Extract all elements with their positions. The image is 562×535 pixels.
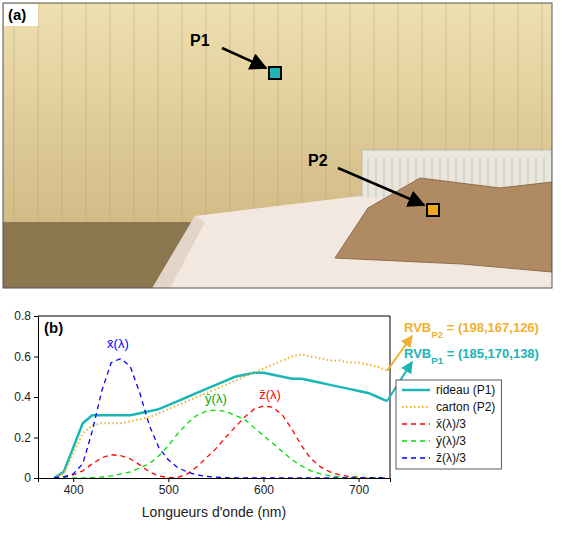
point-marker [269, 67, 281, 79]
rgb-subscript: P1 [431, 355, 444, 366]
legend-swatch [402, 440, 430, 441]
legend-swatch [402, 406, 430, 408]
chart-panel: 400 500 600 700 0 0.2 0.4 0.6 0.8 Longueurs d'ond… [14, 309, 539, 520]
y-tick-mark [34, 316, 38, 317]
legend-swatch [402, 457, 430, 458]
y-tick-label: 0.8 [14, 309, 31, 323]
legend-swatch [402, 389, 430, 392]
plot-background [38, 316, 390, 478]
legend-label: ȳ(λ)/3 [436, 434, 466, 448]
curtain-slat [350, 3, 351, 225]
x-tick: 600 [254, 478, 274, 497]
series-lines [54, 354, 387, 478]
curve-label: x̄(λ) [107, 336, 129, 351]
point-label: P2 [308, 152, 328, 169]
legend-label: x̄(λ)/3 [436, 417, 466, 431]
curtain-slat [62, 3, 63, 225]
curtain-slat [14, 3, 15, 225]
y-tick: 0.8 [14, 309, 38, 323]
legend-label: z̄(λ)/3 [436, 451, 466, 465]
rgb-label: RVB [404, 346, 431, 361]
curve-label: ȳ(λ) [205, 391, 227, 406]
series-line [54, 359, 387, 478]
series-line [54, 373, 387, 478]
y-tick-label: 0.4 [14, 390, 31, 404]
pointer-arrow [338, 168, 424, 205]
curtain-slat [254, 3, 255, 225]
rgb-annotation: RVBP1 = (185,170,138) [404, 346, 539, 366]
plot-frame-top [38, 316, 390, 317]
curtain-slat [158, 3, 159, 225]
y-tick-mark [34, 357, 38, 358]
curtain-slat [278, 3, 279, 225]
table-edge [150, 216, 205, 288]
point-marker [427, 204, 439, 216]
rgb-value: = (198,167,126) [443, 320, 539, 335]
curtain-slat [182, 3, 183, 225]
y-tick-mark [34, 438, 38, 439]
y-tick-mark [34, 478, 38, 479]
y-axis-line [34, 317, 39, 479]
y-tick-label: 0 [24, 471, 31, 485]
pointer-arrow [222, 48, 266, 68]
x-tick-mark [168, 478, 169, 482]
x-tick-mark [359, 478, 360, 482]
legend-label: rideau (P1) [436, 383, 495, 397]
x-tick: 700 [349, 478, 369, 497]
rgb-value: = (185,170,138) [443, 346, 539, 361]
curtain-slat [134, 3, 135, 225]
series-line [54, 410, 387, 478]
x-tick-label: 400 [64, 483, 84, 497]
curve-label: z̄(λ) [259, 387, 281, 402]
series-line [54, 354, 387, 478]
curtain-slat [110, 3, 111, 225]
curtain-slat [326, 3, 327, 225]
x-tick-label: 500 [159, 483, 179, 497]
photo-frame [3, 3, 552, 288]
x-axis: 400 500 600 700 [39, 478, 391, 497]
y-tick-label: 0.6 [14, 350, 31, 364]
legend-box [396, 380, 501, 469]
legend-swatch [402, 423, 430, 424]
photo-scene [3, 3, 552, 288]
rgb-subscript: P2 [431, 329, 444, 340]
panel-label: (a) [8, 6, 26, 23]
panel-label: (b) [44, 319, 63, 336]
curtain-slat [302, 3, 303, 225]
x-tick-mark [263, 478, 264, 482]
curtain-slat [38, 3, 39, 225]
x-tick: 400 [64, 478, 84, 497]
x-tick-label: 600 [254, 483, 274, 497]
y-tick-label: 0.2 [14, 431, 31, 445]
cardboard [335, 178, 552, 272]
page: P1 P2 (a) 400 500 600 700 0 0.2 0.4 0.6 0.8 Longueur… [0, 0, 562, 535]
photo-panel: P1 P2 (a) [3, 3, 552, 292]
y-tick: 0.6 [14, 350, 38, 364]
x-tick-mark [73, 478, 74, 482]
x-tick-label: 700 [349, 483, 369, 497]
x-axis-line [39, 479, 391, 483]
x-axis-title: Longueurs d'onde (nm) [142, 504, 286, 520]
legend-label: carton (P2) [436, 400, 495, 414]
y-tick: 0 [24, 471, 38, 485]
y-axis: 0 0.2 0.4 0.6 0.8 [14, 309, 38, 485]
curtain-slat [230, 3, 231, 225]
panel-label-bg [4, 4, 38, 26]
y-tick: 0.4 [14, 390, 38, 404]
y-tick-mark [34, 397, 38, 398]
panel-label-bg [42, 318, 65, 337]
point-label: P1 [190, 32, 210, 49]
figure: P1 P2 (a) 400 500 600 700 0 0.2 0.4 0.6 0.8 Longueur… [0, 0, 562, 535]
x-tick: 500 [159, 478, 179, 497]
legend: rideau (P1) carton (P2) x̄(λ)/3 ȳ(λ)/3 z̄(λ)… [396, 380, 501, 469]
y-tick: 0.2 [14, 431, 38, 445]
rgb-annotation: RVBP2 = (198,167,126) [404, 320, 539, 340]
rgb-label: RVB [404, 320, 431, 335]
curtain-slat [86, 3, 87, 225]
series-line [54, 406, 387, 478]
